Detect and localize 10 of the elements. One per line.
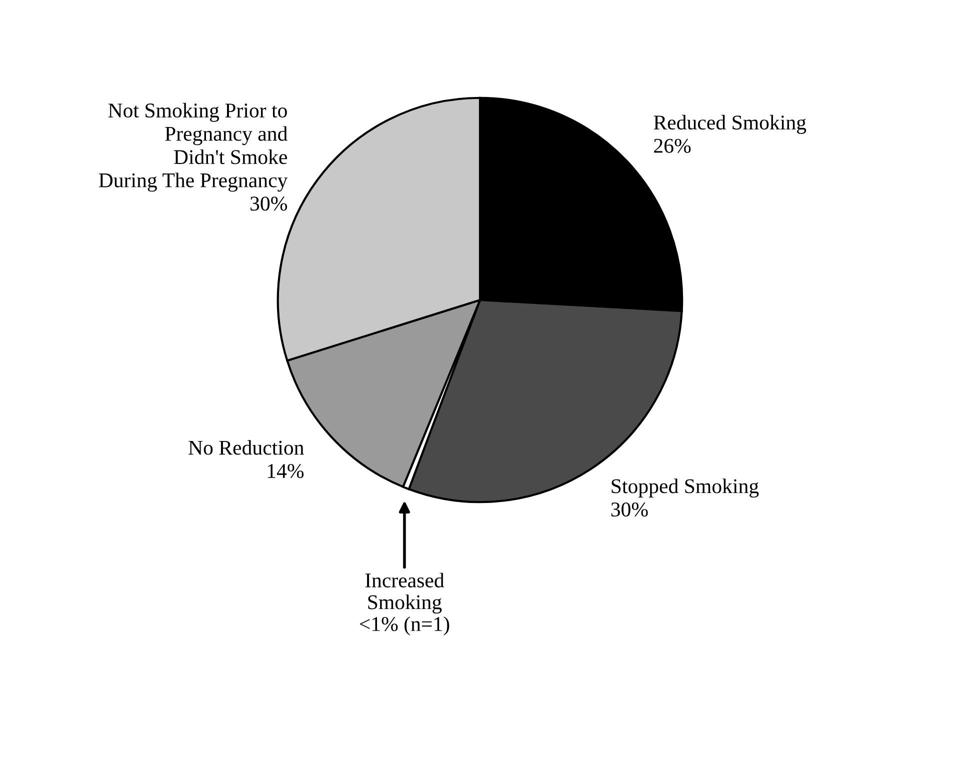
slice-label: No Reduction [188,440,304,455]
slice-label: Increased Smoking [365,572,444,614]
slice-label: Not Smoking Prior to Pregnancy and Didn't Smoke During The Pregnancy [98,102,288,192]
slice-label: Reduced Smoking [654,114,806,134]
data-label: 30% [250,196,288,211]
data-label: 14% [268,464,304,478]
data-label: 30% [611,502,648,517]
data-label: <1% (n=1) [360,616,450,636]
slice-label: Stopped Smoking [612,478,759,498]
data-label: 26% [654,138,691,153]
